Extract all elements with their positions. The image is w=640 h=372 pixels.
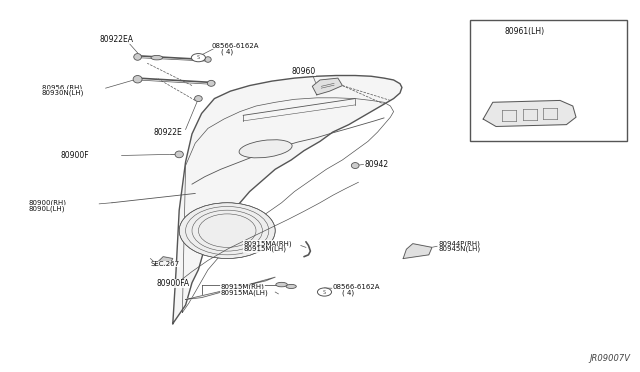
Ellipse shape: [205, 57, 211, 62]
Text: 80915MA(LH): 80915MA(LH): [221, 289, 269, 296]
Text: 08566-6162A: 08566-6162A: [333, 284, 380, 290]
Polygon shape: [154, 257, 173, 266]
Text: 80915M(LH): 80915M(LH): [243, 246, 286, 253]
Ellipse shape: [276, 282, 287, 287]
Polygon shape: [173, 76, 402, 324]
Text: 80961(LH): 80961(LH): [504, 27, 545, 36]
Text: 80900F: 80900F: [61, 151, 90, 160]
Text: 80900(RH): 80900(RH): [29, 199, 67, 206]
Text: S: S: [197, 55, 200, 60]
Ellipse shape: [151, 55, 163, 60]
Text: 80942: 80942: [365, 160, 389, 169]
Text: 80922E: 80922E: [154, 128, 182, 137]
Text: 08566-6162A: 08566-6162A: [211, 43, 259, 49]
Circle shape: [317, 288, 332, 296]
Polygon shape: [312, 78, 342, 95]
Text: 80944P(RH): 80944P(RH): [438, 240, 480, 247]
Circle shape: [191, 54, 205, 62]
Text: 80945N(LH): 80945N(LH): [438, 246, 481, 253]
Text: 80956 (RH): 80956 (RH): [42, 84, 82, 91]
Text: 80915M(RH): 80915M(RH): [221, 284, 265, 291]
Ellipse shape: [175, 151, 184, 158]
Text: JR09007V: JR09007V: [589, 354, 630, 363]
Text: ( 4): ( 4): [221, 48, 233, 55]
Polygon shape: [186, 277, 275, 299]
Text: SEC.267: SEC.267: [150, 261, 180, 267]
Ellipse shape: [239, 140, 292, 158]
Ellipse shape: [207, 80, 215, 86]
Circle shape: [179, 203, 275, 259]
Text: 80960: 80960: [291, 67, 316, 76]
Text: ( 4): ( 4): [342, 289, 355, 296]
Bar: [470, 20, 627, 141]
Text: 80900FA: 80900FA: [157, 279, 190, 288]
Ellipse shape: [286, 284, 296, 289]
Text: 80930N(LH): 80930N(LH): [42, 90, 84, 96]
Ellipse shape: [351, 163, 359, 169]
Text: 80922EA: 80922EA: [99, 35, 133, 44]
Text: S: S: [323, 289, 326, 295]
Text: 8090L(LH): 8090L(LH): [29, 205, 65, 212]
Text: 80915MA(RH): 80915MA(RH): [243, 240, 292, 247]
Ellipse shape: [134, 54, 141, 60]
Ellipse shape: [133, 76, 142, 83]
Ellipse shape: [195, 96, 202, 102]
Polygon shape: [403, 244, 432, 259]
Polygon shape: [483, 100, 576, 126]
